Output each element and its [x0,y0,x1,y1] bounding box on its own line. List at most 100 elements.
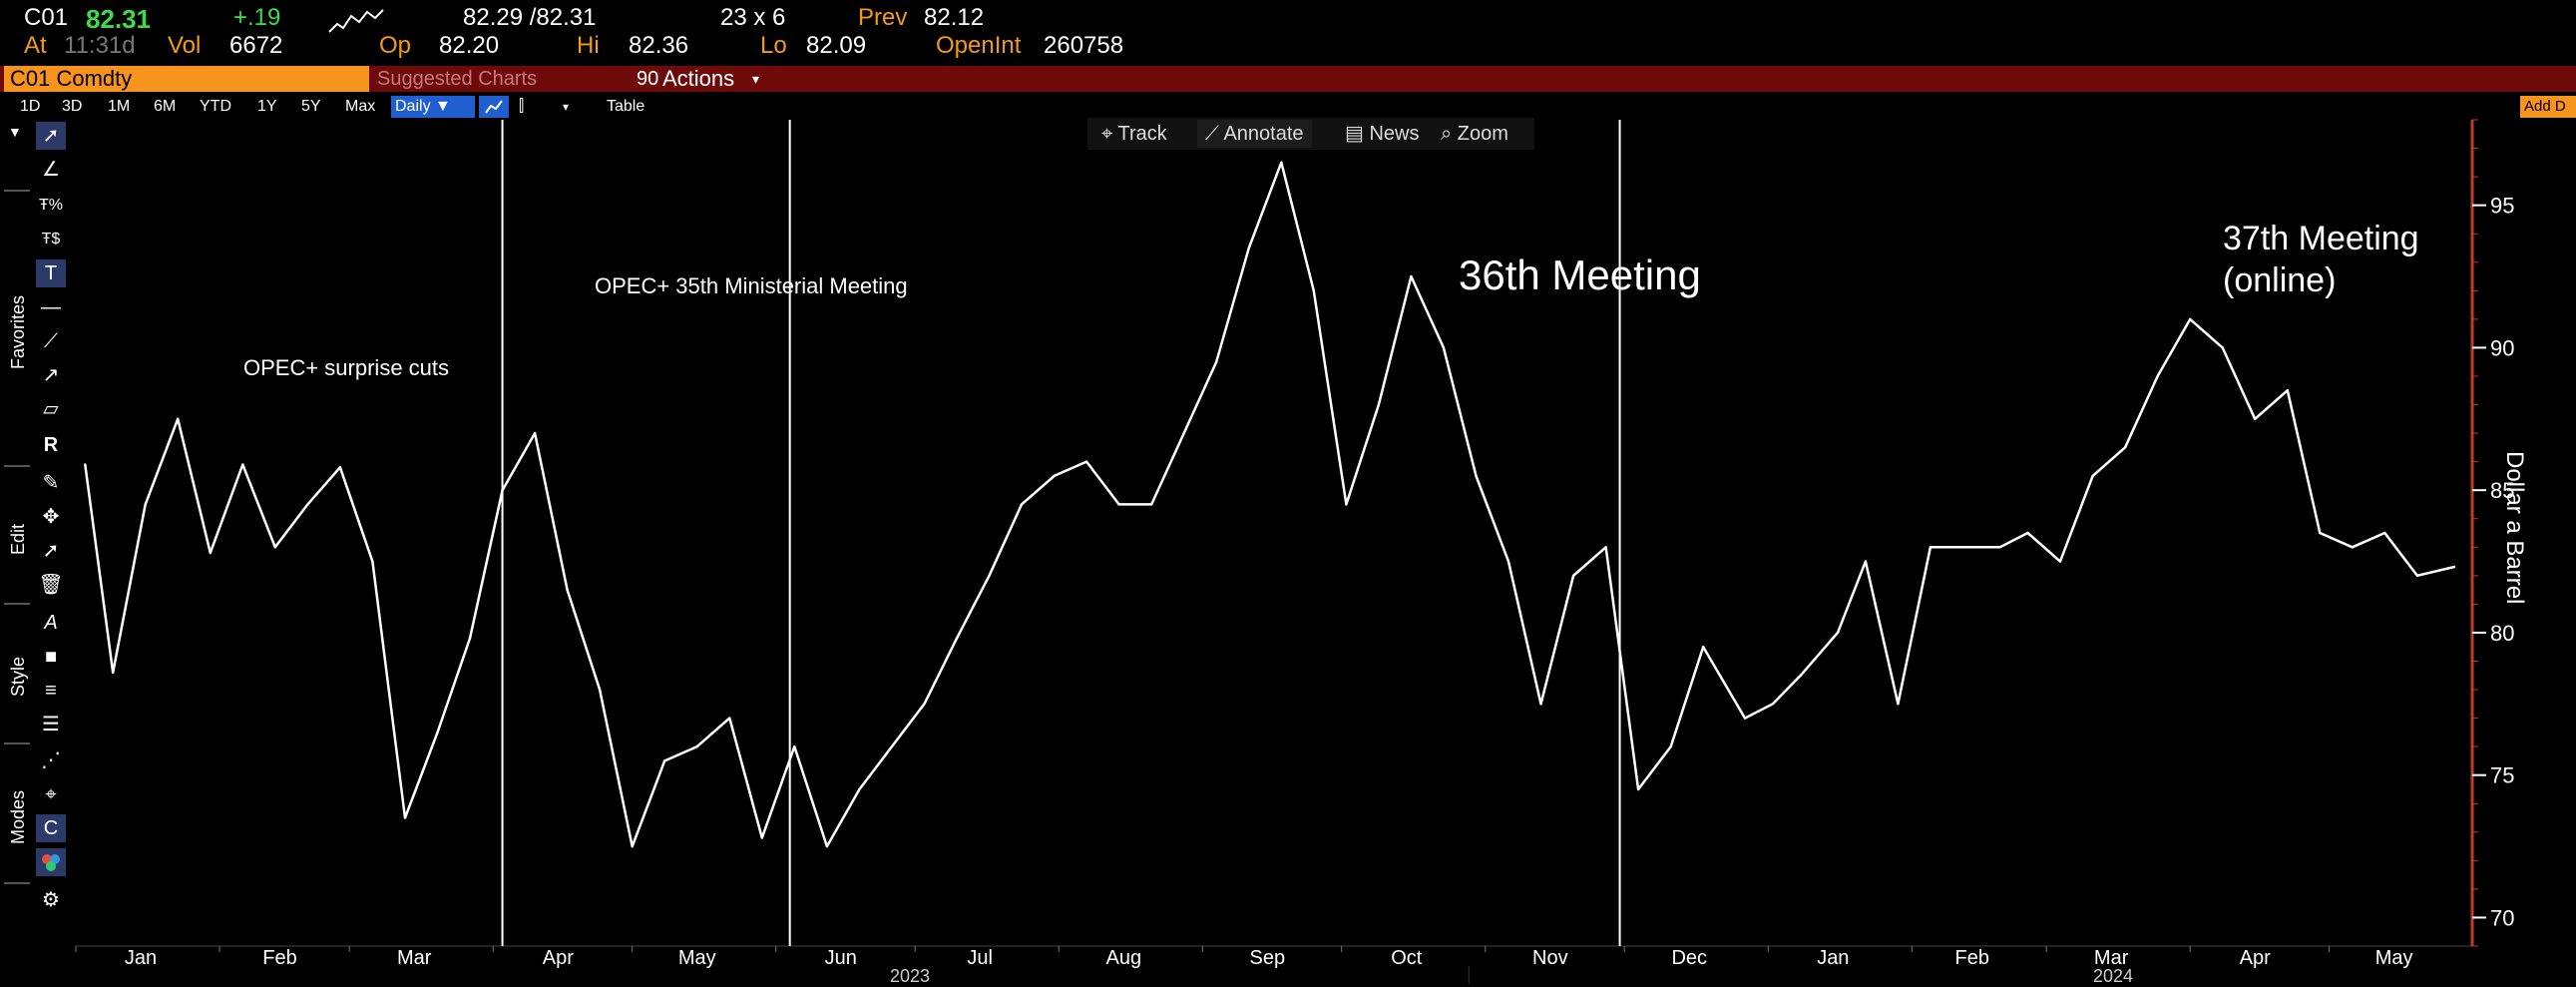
chart-type-chevron-icon[interactable]: ▾ [563,100,570,114]
dashed-icon[interactable]: ⋰ [41,749,61,771]
price-point [1182,431,1185,435]
security-field[interactable]: C01 Comdty [4,66,369,92]
range-3d[interactable]: 3D [62,98,83,115]
x-tick-label: Aug [1105,947,1141,969]
price-series-line [84,161,2455,848]
select-icon[interactable]: ➚ [42,540,60,562]
quote-bar [0,0,2576,66]
font-style-icon[interactable]: A [44,612,58,634]
range-1m[interactable]: 1M [108,98,131,115]
price-point [1506,560,1510,563]
price-point [1669,744,1672,748]
annotation-37th-online: (online) [2223,261,2337,299]
range-1d[interactable]: 1D [20,98,41,115]
news-button[interactable]: ▤ News [1337,120,1427,148]
price-point [1312,289,1316,292]
line-chart-icon[interactable] [479,96,509,118]
pencil-icon[interactable]: ✎ [42,472,60,494]
horizontal-line-icon[interactable]: — [41,296,61,318]
track-button[interactable]: ⌖ Track [1093,120,1175,148]
x-tick-label: Jul [967,947,993,969]
price-point [2026,531,2029,535]
zoom-button[interactable]: ⌕ Zoom [1433,120,1516,148]
bar-chart-icon[interactable]: ⫿ [519,98,525,115]
trash-icon[interactable]: 🗑 [38,574,64,596]
crosshair-icon[interactable]: ⌖ [45,783,57,805]
zoom-label: Zoom [1457,123,1508,145]
price-point [1604,546,1607,549]
range-5y[interactable]: 5Y [301,98,321,115]
price-point [890,744,894,748]
year-label-2024: 2024 [2093,966,2134,986]
price-point [2091,474,2094,478]
color-icon[interactable] [36,848,66,876]
price-point [1084,460,1088,463]
add-data-button[interactable]: Add D [2520,96,2576,118]
y-tick-label: 95 [2490,194,2514,219]
magnet-icon[interactable]: Ϲ [36,814,66,842]
range-6m[interactable]: 6M [154,98,177,115]
cursor-icon[interactable]: ➚ [36,122,66,150]
line-style-icon[interactable]: ☰ [42,714,60,736]
gear-icon[interactable]: ⚙ [42,889,60,911]
range-max[interactable]: Max [345,98,376,115]
price-point [371,560,374,563]
price-point [955,637,959,640]
line-width-icon[interactable]: ≡ [45,680,57,702]
open-interest: 260758 [1044,32,1124,59]
vol-label: Vol [168,32,202,59]
at-time: 11:31d [64,32,136,59]
annotate-button[interactable]: ⟋ Annotate [1197,120,1312,148]
high-label: Hi [577,32,600,59]
text-icon[interactable]: T [36,259,66,287]
line-icon[interactable]: ∠ [42,159,60,181]
price-point [84,463,87,466]
actions-prefix: 90 [637,68,659,90]
x-tick-label: Jan [1817,947,1849,969]
price-point [1053,474,1056,478]
ray-icon[interactable]: ↗ [42,364,60,386]
low-label: Lo [760,32,787,59]
range-1y[interactable]: 1Y [257,98,277,115]
annotation-37th-meeting: 37th Meeting [2223,220,2419,257]
price-point [663,759,666,762]
price-point [631,844,634,848]
percent-icon[interactable]: Ŧ% [39,197,63,214]
fill-icon[interactable]: ■ [44,646,58,668]
range-ytd[interactable]: YTD [200,98,231,115]
frequency-select[interactable]: Daily ▼ [391,96,475,118]
price-point [241,463,244,466]
toolbar-collapse-icon[interactable]: ▼ [8,124,22,140]
price-point [501,488,504,492]
price-point [695,744,698,748]
price-point [209,551,212,555]
annotation-opec-surprise-cuts: OPEC+ surprise cuts [243,355,450,380]
table-button[interactable]: Table [607,98,645,115]
price-point [144,503,147,506]
r-icon[interactable]: R [43,434,59,456]
x-tick-label: Apr [543,947,574,969]
price-point [2286,389,2289,392]
x-tick-label: May [2375,947,2413,969]
suggested-charts-button[interactable]: Suggested Charts [377,68,538,90]
price-change: +.19 [233,4,281,31]
price-point [2254,417,2257,420]
channel-icon[interactable]: ▱ [43,398,59,420]
price-point [1442,346,1446,349]
actions-button[interactable]: Actions [662,66,735,91]
dollar-icon[interactable]: Ŧ$ [41,231,61,247]
y-tick-label: 75 [2490,763,2514,788]
ticker: C01 [24,4,69,31]
price-point [1410,274,1413,278]
price-point [1377,403,1381,406]
open-interest-label: OpenInt [936,32,1022,59]
price-point [1897,703,1900,706]
x-tick-label: Feb [262,947,296,969]
price-point [1961,546,1964,549]
move-icon[interactable]: ✥ [42,506,60,528]
trendline-icon[interactable]: ⟋ [44,330,58,352]
year-label-2023: 2023 [890,966,931,986]
volume: 6672 [229,32,283,59]
price-point [1280,161,1283,165]
